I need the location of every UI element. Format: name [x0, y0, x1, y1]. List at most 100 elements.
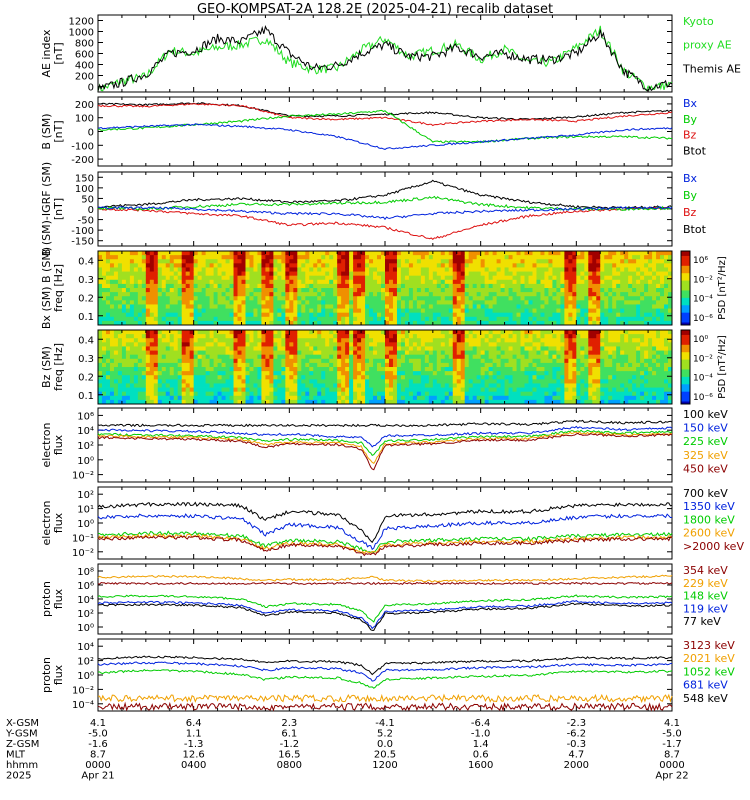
series-100-keV: [97, 419, 673, 428]
y-tick-label: 200: [75, 72, 94, 83]
legend-entry: 548 keV: [683, 692, 728, 705]
ephemeris-value: -2.3: [567, 718, 587, 729]
series-1800-keV: [97, 530, 673, 553]
series-btot: [97, 179, 673, 210]
legend-entry: 150 keV: [683, 422, 728, 435]
ephemeris-value: Apr 22: [655, 771, 688, 782]
colorbar-tick-label: 10⁻²: [693, 354, 713, 364]
y-tick-label: 1200: [69, 17, 94, 28]
y-tick-label: 10²: [77, 490, 94, 501]
ephemeris-row-label: MLT: [6, 750, 26, 761]
panel-frame-bsm: [97, 96, 673, 167]
series-681-keV: [97, 661, 673, 682]
series-119-keV: [97, 600, 673, 630]
ephemeris-value: 2000: [564, 760, 589, 771]
legend-entry: Kyoto: [683, 15, 714, 28]
panel-frame-eflux_high: [97, 486, 673, 560]
ephemeris-row-label: hhmm: [6, 760, 38, 771]
legend-entry: 119 keV: [683, 602, 728, 615]
y-tick-label: 0.2: [78, 293, 94, 304]
ephemeris-value: 4.1: [664, 718, 680, 729]
ephemeris-value: 6.1: [281, 729, 297, 740]
y-axis-label: B (SM): [40, 113, 53, 149]
legend-entry: 700 keV: [683, 487, 728, 500]
series-354-keV: [97, 581, 673, 586]
series-by: [98, 109, 673, 144]
y-tick-label: 10²: [77, 441, 94, 452]
legend-entry: 2021 keV: [683, 652, 735, 665]
spectrogram-cells: [98, 251, 673, 326]
y-tick-label: 400: [75, 61, 94, 72]
ephemeris-value: -6.4: [471, 718, 491, 729]
legend-entry: 225 keV: [683, 435, 728, 448]
legend-entry: 3123 keV: [683, 639, 735, 652]
colorbar-label: PSD [nT²/Hz]: [717, 335, 728, 399]
colorbar-tick-label: 10⁶: [693, 256, 708, 266]
panel-frame-ae: [97, 14, 673, 93]
y-tick-label: 800: [75, 39, 94, 50]
series-229-keV: [97, 574, 673, 583]
colorbar-tick-label: 10⁻⁴: [693, 295, 713, 305]
spectrogram-cells: [98, 330, 673, 405]
legend-entry: Bx: [683, 97, 698, 110]
y-tick-label: -50: [78, 216, 94, 227]
y-axis-label: [nT]: [52, 120, 65, 142]
legend-entry: proxy AE: [683, 39, 732, 52]
ephemeris-value: 0.0: [377, 739, 393, 750]
ephemeris-value: 1.4: [473, 739, 489, 750]
y-tick-label: 150: [75, 173, 94, 184]
y-tick-label: 10⁴: [77, 642, 94, 653]
panel-frame-pflux_low: [97, 563, 673, 635]
y-axis-label: [nT]: [52, 198, 65, 220]
ephemeris-value: -1.0: [471, 729, 491, 740]
y-tick-label: 10⁻²: [72, 548, 94, 559]
y-axis-label: freq [Hz]: [52, 264, 65, 312]
y-tick-label: 1000: [69, 28, 94, 39]
colorbar-frame: [680, 329, 691, 405]
legend-entry: 354 keV: [683, 564, 728, 577]
series-77-keV: [97, 602, 672, 631]
y-tick-label: 10⁻⁴: [72, 700, 94, 711]
series-bz: [97, 103, 673, 127]
legend-entry: Btot: [683, 223, 707, 236]
y-tick-label: 10²: [77, 657, 94, 668]
y-tick-label: -100: [71, 141, 94, 152]
y-tick-label: 200: [75, 100, 94, 111]
ephemeris-row-label: 2025: [6, 771, 31, 782]
ephemeris-value: -6.2: [567, 729, 587, 740]
y-tick-label: 10⁻²: [72, 471, 94, 482]
colorbar-tick-label: 10⁰: [693, 335, 708, 345]
series-225-keV: [97, 429, 673, 457]
legend-entry: 1052 keV: [683, 665, 735, 678]
series-bx: [98, 123, 673, 150]
panel-frame-eflux_low: [97, 407, 673, 483]
y-tick-label: 10⁴: [77, 426, 94, 437]
ephemeris-row-label: Y-GSM: [5, 729, 38, 740]
y-tick-label: -100: [71, 226, 94, 237]
ephemeris-value: 1200: [372, 760, 397, 771]
y-tick-label: 10¹: [77, 505, 94, 516]
y-tick-label: 10⁻¹: [72, 533, 94, 544]
series-2600-keV: [97, 533, 673, 555]
series-3123-keV: [97, 701, 673, 712]
legend-entry: 100 keV: [683, 408, 728, 421]
y-tick-label: 50: [81, 194, 94, 205]
y-tick-label: 10²: [77, 609, 94, 620]
legend-entry: 77 keV: [683, 615, 721, 628]
y-tick-label: 10⁴: [77, 595, 94, 606]
ephemeris-value: -1.2: [280, 739, 300, 750]
y-tick-label: 0: [88, 83, 94, 94]
ephemeris-value: 0.6: [473, 750, 489, 761]
series-kyoto-ae: [97, 25, 673, 92]
ephemeris-value: 4.7: [568, 750, 584, 761]
ephemeris-value: -4.1: [375, 718, 395, 729]
ephemeris-value: 8.7: [664, 750, 680, 761]
y-tick-label: 0.4: [78, 335, 94, 346]
legend-entry: 2600 keV: [683, 527, 735, 540]
y-axis-label: freq [Hz]: [52, 343, 65, 391]
series-by: [97, 195, 673, 212]
ephemeris-row-label: X-GSM: [6, 718, 39, 729]
panel-frame-bres: [97, 171, 673, 247]
y-tick-label: -200: [71, 155, 94, 166]
